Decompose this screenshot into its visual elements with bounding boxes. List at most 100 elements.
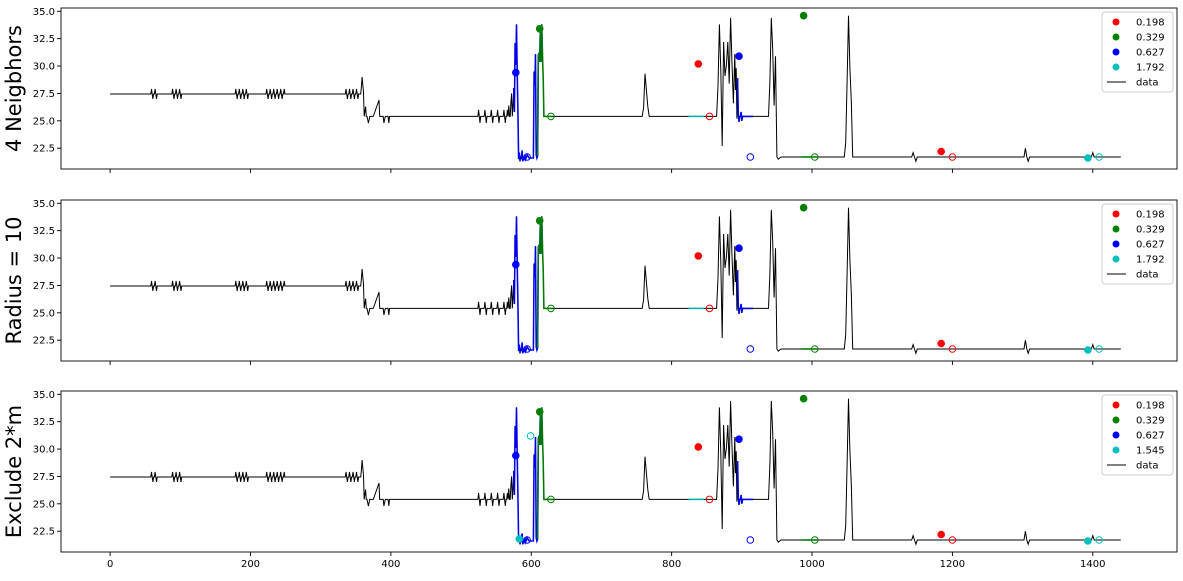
axes-frame <box>60 199 1178 362</box>
axes-frame <box>60 390 1178 553</box>
motif-segment-5 <box>736 78 754 123</box>
motif-marker <box>735 244 743 252</box>
motif-marker <box>1084 154 1092 162</box>
y-axis-label: 4 Neigbhors <box>2 25 26 152</box>
legend-label: data <box>1136 461 1159 472</box>
neighbor-marker <box>1095 536 1103 544</box>
neighbor-marker <box>526 432 535 440</box>
y-tick-label: 30.0 <box>33 254 55 265</box>
y-tick-label: 25.0 <box>33 499 55 510</box>
y-tick-label: 35.0 <box>33 199 55 210</box>
motif-marker <box>512 68 520 77</box>
neighbor-marker <box>547 304 555 313</box>
legend-label: 0.627 <box>1136 431 1165 442</box>
legend-label: 0.627 <box>1136 240 1165 251</box>
data-line <box>110 398 1121 546</box>
motif-marker <box>937 530 946 539</box>
neighbor-marker <box>547 112 555 121</box>
motif-marker <box>1084 346 1092 354</box>
legend-marker <box>1112 225 1120 233</box>
y-tick-label: 32.5 <box>33 34 55 45</box>
y-tick-label: 25.0 <box>33 308 55 319</box>
x-tick-label: 1400 <box>1080 559 1105 570</box>
y-tick-label: 32.5 <box>33 226 55 237</box>
legend-marker <box>1112 240 1120 248</box>
motif-segment-5 <box>736 461 754 506</box>
legend-marker <box>1112 48 1120 56</box>
panel-1: 22.5 25.0 27.5 30.0 32.5 35.0 4 Neigbhors 0.198… <box>2 7 1178 173</box>
y-tick-label: 32.5 <box>33 417 55 428</box>
motif-segment-1 <box>512 407 543 546</box>
y-tick-label: 27.5 <box>33 472 55 483</box>
legend-marker <box>1112 18 1120 26</box>
neighbor-marker <box>523 345 531 353</box>
x-tick-label: 400 <box>381 559 400 570</box>
legend-label: 0.198 <box>1136 401 1165 412</box>
legend-box <box>1101 11 1174 93</box>
neighbor-marker <box>746 153 755 161</box>
motif-marker <box>799 203 808 212</box>
legend-label: 1.792 <box>1136 63 1165 74</box>
legend-marker <box>1112 446 1120 454</box>
legend-label: 1.792 <box>1136 255 1165 266</box>
legend-box <box>1101 203 1174 285</box>
x-tick-label: 200 <box>241 559 260 570</box>
legend-box <box>1101 394 1174 476</box>
motif-marker <box>937 339 946 348</box>
motif-marker <box>694 443 703 451</box>
neighbor-marker <box>811 153 819 161</box>
y-tick-label: 22.5 <box>33 144 55 155</box>
motif-segment-5 <box>736 270 754 315</box>
motif-segment-2 <box>536 407 553 539</box>
legend-marker <box>1112 431 1120 439</box>
axes-frame <box>60 7 1178 170</box>
x-tick-label: 1200 <box>940 559 965 570</box>
motif-marker <box>512 260 520 269</box>
legend-marker <box>1112 33 1120 41</box>
motif-marker <box>535 408 544 416</box>
neighbor-marker <box>948 345 957 353</box>
y-axis-label: Radius = 10 <box>2 216 26 344</box>
legend-label: 0.198 <box>1136 18 1165 29</box>
legend-label: 0.198 <box>1136 210 1165 221</box>
legend-label: 1.545 <box>1136 446 1165 457</box>
y-tick-label: 30.0 <box>33 62 55 73</box>
motif-marker <box>937 147 946 156</box>
data-line <box>110 15 1121 163</box>
neighbor-marker <box>523 153 531 161</box>
x-tick-label: 600 <box>522 559 541 570</box>
neighbor-marker <box>746 345 755 353</box>
motif-segment-1 <box>512 216 543 355</box>
motif-marker <box>799 11 808 20</box>
motif-segment-2 <box>536 216 553 348</box>
neighbor-marker <box>948 153 957 161</box>
x-tick-label: 800 <box>662 559 681 570</box>
data-line <box>110 207 1121 355</box>
neighbor-marker <box>1095 153 1103 161</box>
neighbor-marker <box>547 495 555 504</box>
y-tick-label: 27.5 <box>33 281 55 292</box>
legend-label: 0.329 <box>1136 225 1165 236</box>
legend-marker <box>1112 401 1120 409</box>
legend-marker <box>1112 63 1120 71</box>
y-tick-label: 35.0 <box>33 390 55 401</box>
motif-marker <box>515 535 524 543</box>
y-axis-label: Exclude 2*m <box>2 405 26 538</box>
neighbor-marker <box>1095 345 1103 353</box>
y-tick-label: 30.0 <box>33 445 55 456</box>
panel-3: 22.5 25.0 27.5 30.0 32.5 35.0 0 200 400 600 800 100… <box>2 390 1178 570</box>
motif-marker <box>799 394 808 403</box>
legend-label: 0.329 <box>1136 33 1165 44</box>
motif-segment-2 <box>536 24 553 156</box>
y-tick-label: 22.5 <box>33 336 55 347</box>
motif-marker <box>694 252 703 260</box>
motif-marker <box>535 217 544 225</box>
legend-marker <box>1112 416 1120 424</box>
neighbor-marker <box>523 536 531 544</box>
motif-marker <box>694 60 703 68</box>
neighbor-marker <box>746 536 755 544</box>
legend-label: data <box>1136 270 1159 281</box>
legend-label: data <box>1136 78 1159 89</box>
